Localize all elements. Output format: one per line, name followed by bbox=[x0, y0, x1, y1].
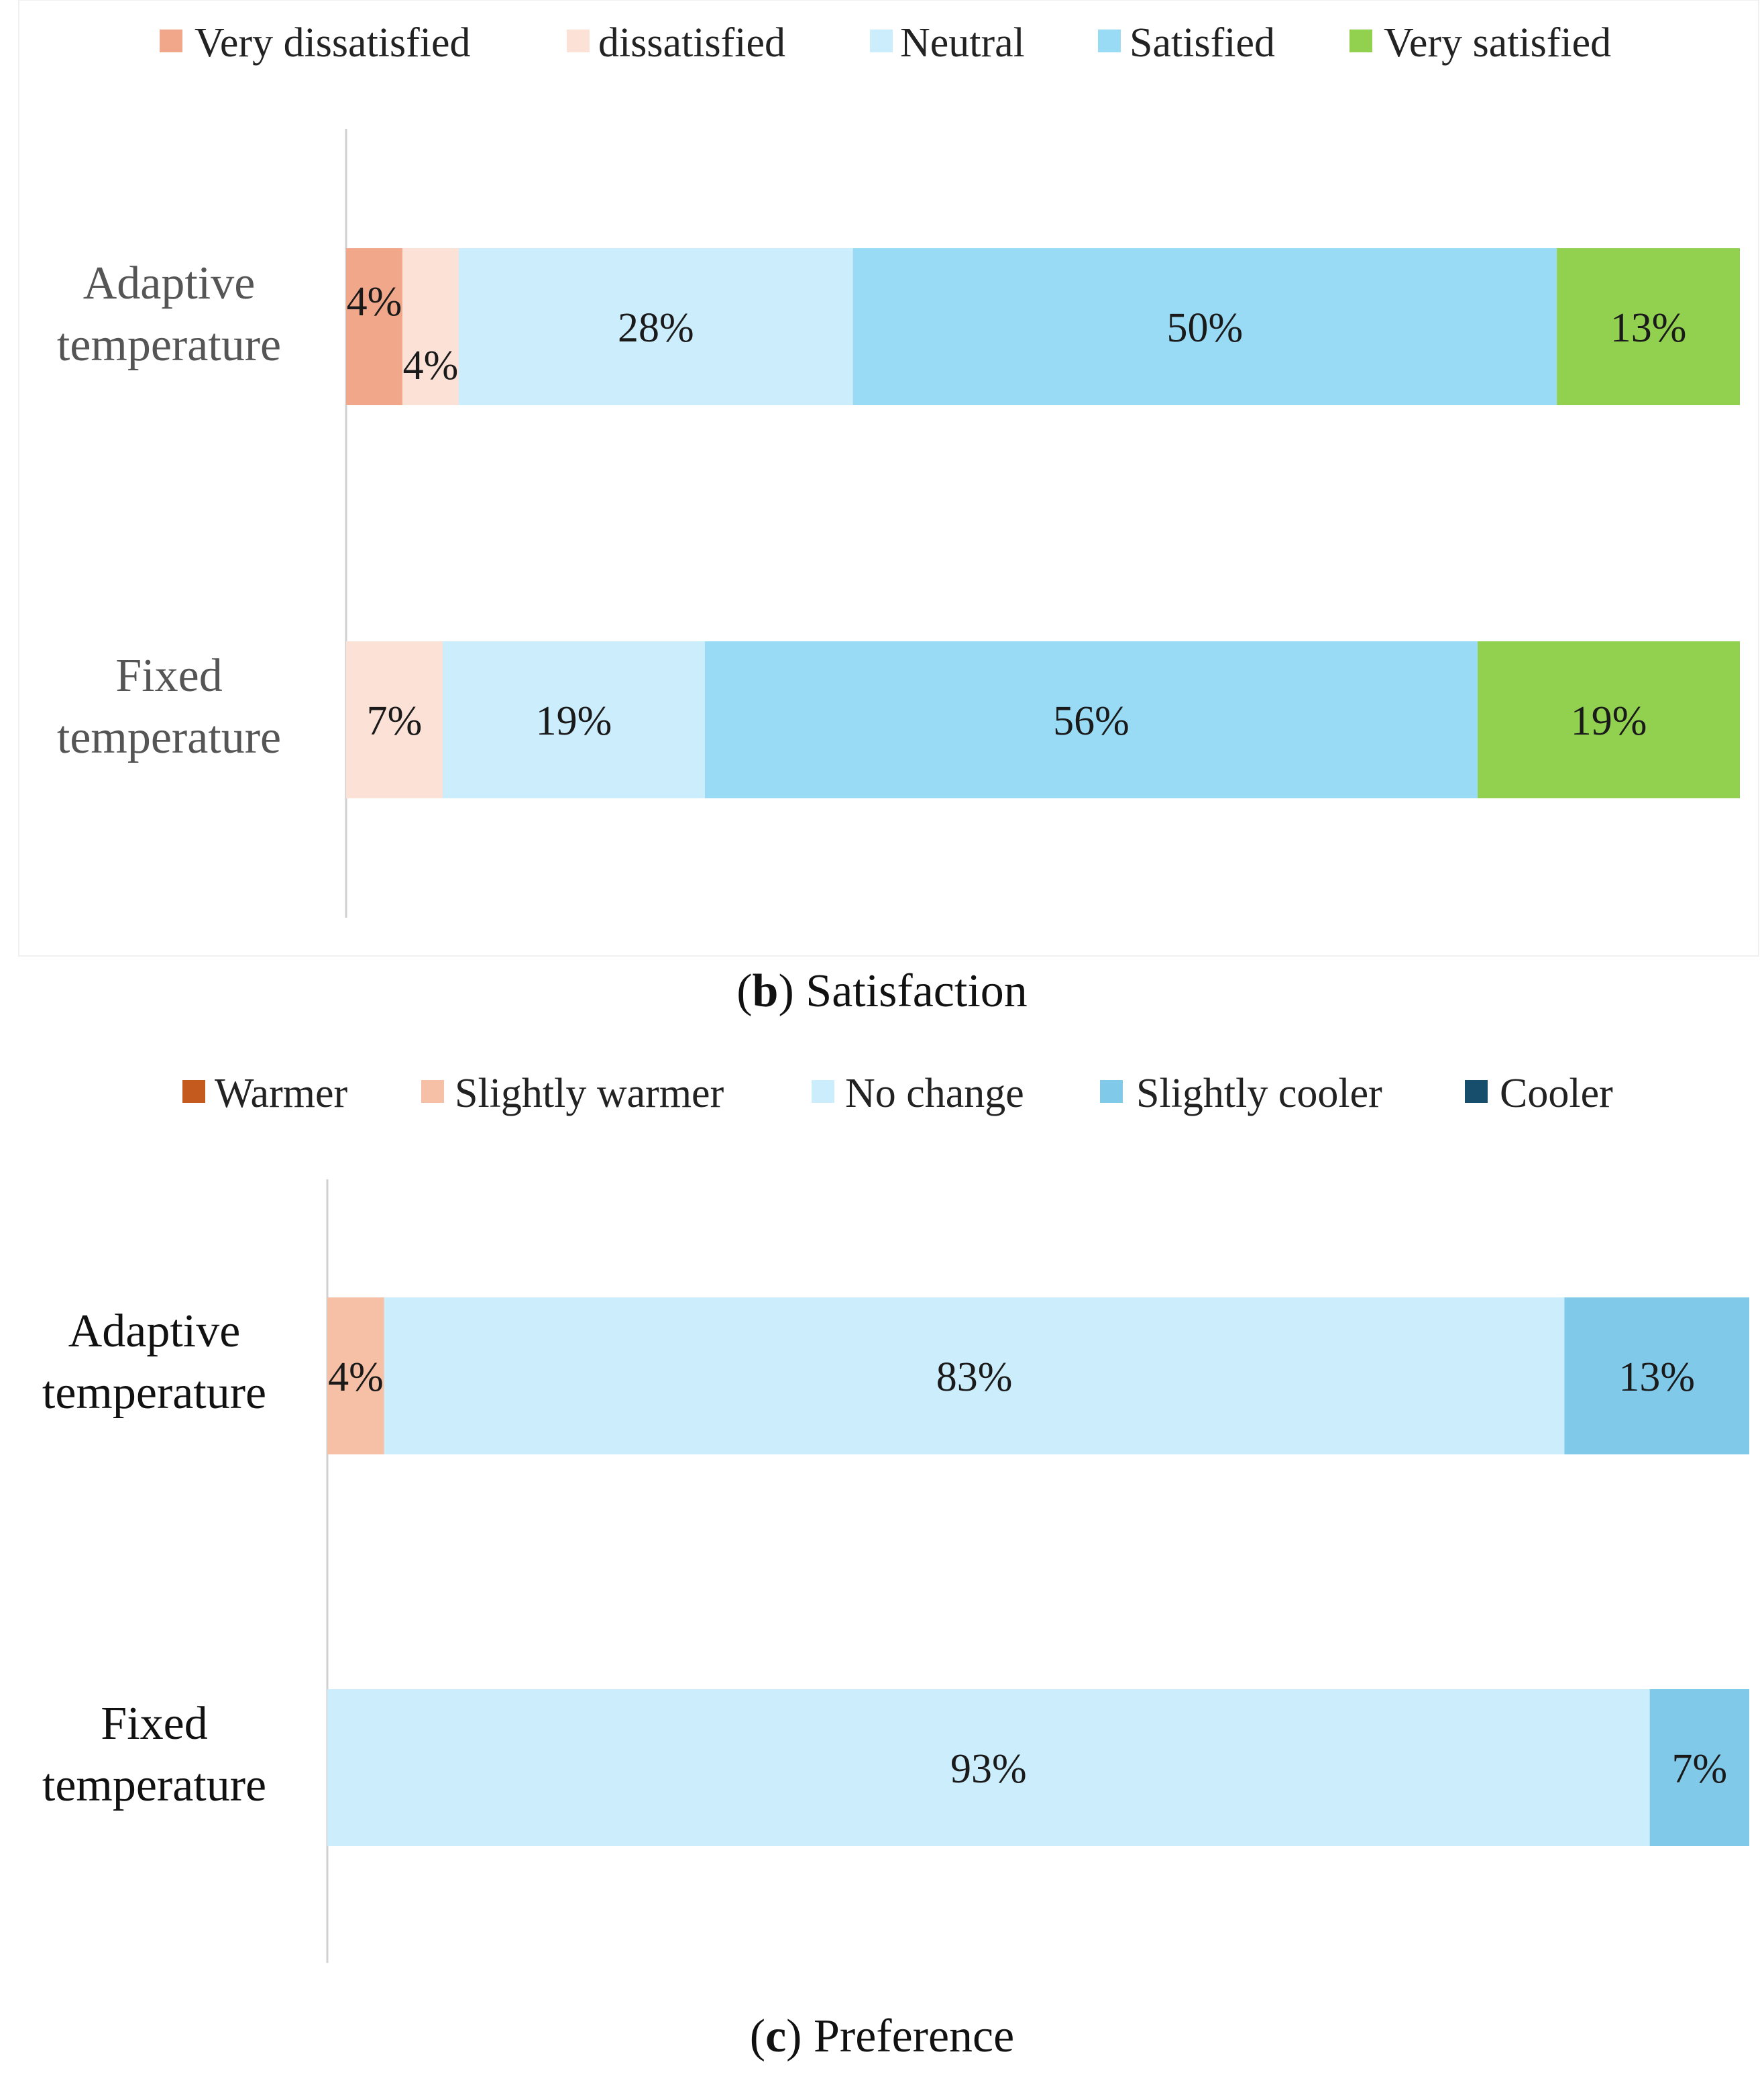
bar-segment bbox=[1564, 1297, 1749, 1454]
legend-label: Satisfied bbox=[1129, 20, 1275, 66]
caption-prefix: ( bbox=[736, 965, 752, 1017]
data-label: 19% bbox=[1571, 698, 1647, 744]
legend-swatch bbox=[1098, 30, 1121, 52]
legend-swatch bbox=[812, 1080, 834, 1103]
legend-swatch bbox=[1349, 30, 1372, 52]
legend-label: Very dissatisfied bbox=[195, 20, 471, 66]
category-label: Fixed bbox=[115, 650, 222, 702]
legend-label: Neutral bbox=[900, 20, 1025, 66]
legend-label: dissatisfied bbox=[598, 20, 785, 66]
bar-segment bbox=[1649, 1689, 1749, 1846]
data-label: 4% bbox=[328, 1354, 384, 1400]
category-label: Adaptive bbox=[68, 1305, 241, 1357]
caption-letter: b bbox=[753, 965, 779, 1017]
data-label: 13% bbox=[1610, 305, 1687, 351]
legend-swatch bbox=[1100, 1080, 1123, 1103]
data-label: 7% bbox=[1671, 1746, 1727, 1792]
caption-text: ) Satisfaction bbox=[778, 965, 1027, 1017]
legend-swatch bbox=[421, 1080, 444, 1103]
bar-segment bbox=[384, 1297, 1565, 1454]
category-label: temperature bbox=[57, 712, 281, 763]
bar-segment bbox=[852, 248, 1557, 405]
legend-label: Slightly cooler bbox=[1136, 1071, 1382, 1116]
caption-text: ) Preference bbox=[786, 2011, 1014, 2062]
bar-segment bbox=[402, 248, 459, 405]
legend-label: Cooler bbox=[1500, 1071, 1613, 1116]
data-label: 83% bbox=[936, 1354, 1013, 1400]
data-label: 50% bbox=[1167, 305, 1244, 351]
caption-prefix: ( bbox=[750, 2011, 765, 2062]
caption-letter: c bbox=[765, 2011, 786, 2062]
bar-segment bbox=[346, 248, 402, 405]
data-label: 7% bbox=[367, 698, 423, 744]
legend-label: Warmer bbox=[215, 1071, 347, 1116]
chart-caption: (c) Preference bbox=[750, 2011, 1014, 2062]
bar-segment bbox=[327, 1297, 384, 1454]
category-label: temperature bbox=[42, 1760, 266, 1811]
chart-frame bbox=[18, 0, 1759, 957]
category-label: Fixed bbox=[101, 1698, 207, 1750]
data-label: 13% bbox=[1618, 1354, 1695, 1400]
bar-segment bbox=[458, 248, 853, 405]
bar-segment bbox=[443, 641, 705, 798]
bar-segment bbox=[1478, 641, 1740, 798]
category-label: Adaptive bbox=[83, 258, 256, 309]
chart-panel-satisfaction: Very dissatisfied dissatisfied Neutral Sati… bbox=[18, 0, 1759, 1017]
legend-label: Slightly warmer bbox=[455, 1071, 724, 1116]
data-label: 4% bbox=[403, 343, 459, 388]
data-label: 56% bbox=[1053, 698, 1129, 744]
chart-panel-preference: Warmer Slightly warmer No change Slightly c… bbox=[42, 1071, 1749, 2062]
legend-swatch bbox=[182, 1080, 205, 1103]
legend-label: Very satisfied bbox=[1384, 20, 1611, 66]
category-label: temperature bbox=[57, 319, 281, 371]
chart-caption: (b) Satisfaction bbox=[736, 965, 1028, 1017]
bar-segment bbox=[346, 641, 443, 798]
legend-label: No change bbox=[845, 1071, 1024, 1116]
bar-segment bbox=[704, 641, 1478, 798]
data-label: 4% bbox=[347, 279, 402, 325]
legend-swatch bbox=[1465, 1080, 1488, 1103]
data-label: 93% bbox=[950, 1746, 1027, 1792]
bar-segment bbox=[1557, 248, 1740, 405]
legend-swatch bbox=[567, 30, 590, 52]
legend-swatch bbox=[160, 30, 182, 52]
data-label: 28% bbox=[618, 305, 694, 351]
data-label: 19% bbox=[536, 698, 612, 744]
legend-swatch bbox=[870, 30, 893, 52]
bar-segment bbox=[327, 1689, 1650, 1846]
category-label: temperature bbox=[42, 1367, 266, 1419]
